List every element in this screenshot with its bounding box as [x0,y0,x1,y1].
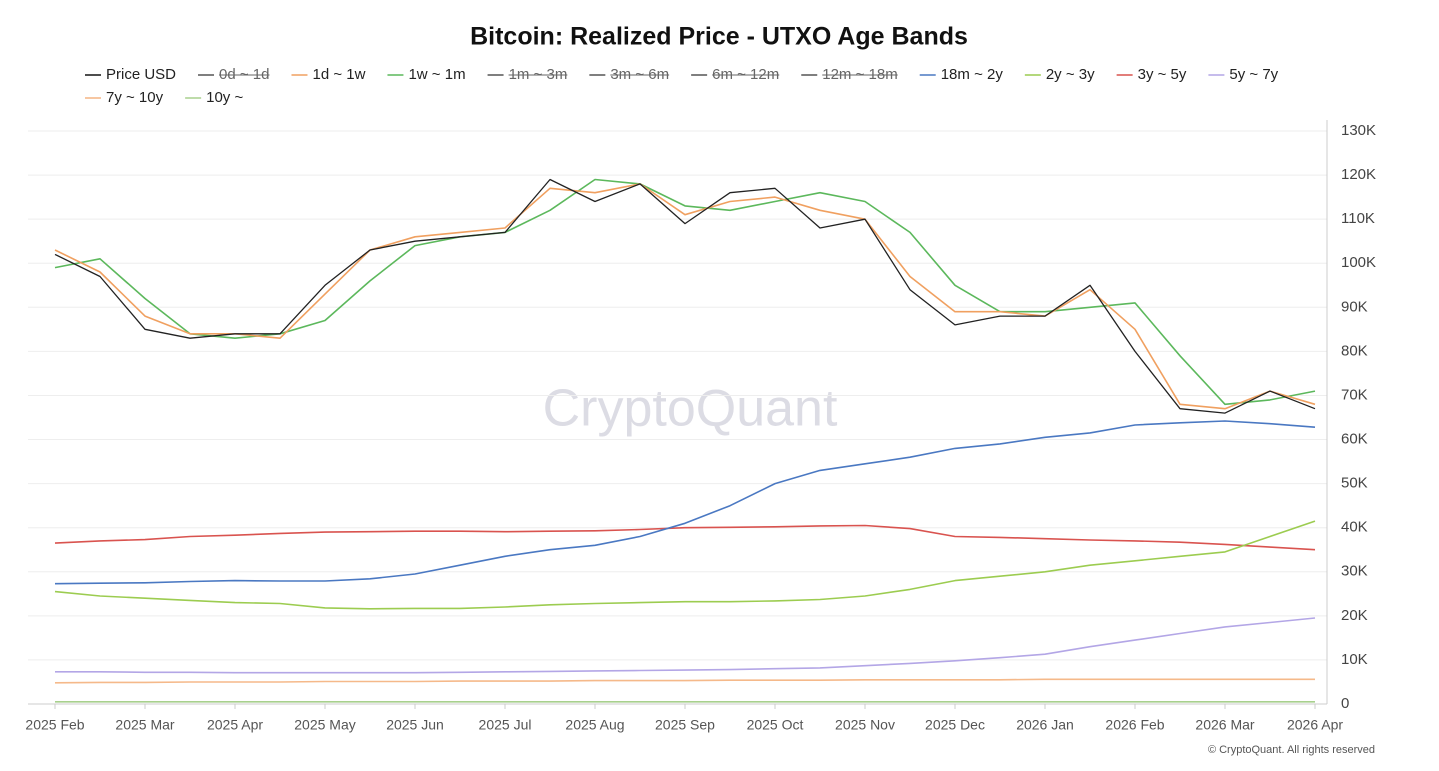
footer: © CryptoQuant. All rights reserved [1208,744,1375,756]
legend-label: 18m ~ 2y [941,66,1004,83]
legend-label: 5y ~ 7y [1229,66,1278,83]
x-tick-label: 2025 Sep [655,717,715,733]
legend-label: 3y ~ 5y [1138,66,1187,83]
legend-label: 1d ~ 1w [312,66,365,83]
legend-label: 1m ~ 3m [509,66,568,83]
legend-label: 10y ~ [206,89,243,106]
series-line [54,183,1316,410]
legend-item: 5y ~ 7y [1208,66,1279,83]
x-tick-label: 2025 Oct [747,717,804,733]
series-line [54,178,1316,414]
legend-label: Price USD [106,66,176,83]
legend-item: 2y ~ 3y [1024,66,1095,83]
legend-label: 6m ~ 12m [712,66,779,83]
y-tick-label: 70K [1341,386,1368,403]
x-tick-label: 2025 Jun [386,717,444,733]
series-line [54,678,1315,684]
legend-item: 1m ~ 3m [487,66,568,83]
legend-label: 0d ~ 1d [219,66,269,83]
x-tick-label: 2026 Mar [1195,717,1254,733]
legend-item: 1w ~ 1m [387,66,466,83]
legend-label: 3m ~ 6m [610,66,669,83]
x-tick-label: 2025 Nov [835,717,895,733]
y-tick-label: 0 [1341,695,1349,712]
y-tick-label: 50K [1341,475,1368,492]
x-tick-label: 2025 May [294,717,355,733]
legend-item: 10y ~ [185,89,243,106]
legend-label: 12m ~ 18m [822,66,897,83]
x-tick-label: 2025 Apr [207,717,263,733]
x-tick-label: 2025 Feb [25,717,84,733]
legend-item: 3m ~ 6m [589,66,670,83]
legend-label: 1w ~ 1m [408,66,465,83]
y-tick-label: 30K [1341,563,1368,580]
legend-item: 0d ~ 1d [198,66,270,83]
y-tick-label: 20K [1341,607,1368,624]
y-tick-label: 110K [1341,210,1375,227]
y-tick-label: 40K [1341,519,1368,536]
y-tick-label: 90K [1341,298,1368,315]
legend-label: 2y ~ 3y [1046,66,1095,83]
x-tick-label: 2025 Jul [479,717,532,733]
legend-item: 1d ~ 1w [291,66,366,83]
x-tick-label: 2025 Aug [565,717,624,733]
legend-item: 6m ~ 12m [691,66,780,83]
y-tick-label: 10K [1341,651,1368,668]
series-line [54,524,1316,551]
x-tick-label: 2026 Apr [1287,717,1343,733]
legend-label: 7y ~ 10y [106,89,164,106]
y-tick-label: 130K [1341,122,1376,139]
y-tick-label: 80K [1341,342,1368,359]
x-tick-label: 2026 Feb [1105,717,1164,733]
x-tick-label: 2025 Dec [925,717,985,733]
chart-title: Bitcoin: Realized Price - UTXO Age Bands [470,23,968,51]
legend-item: 3y ~ 5y [1116,66,1187,83]
y-tick-label: 60K [1341,431,1368,448]
legend-item: 18m ~ 2y [919,66,1004,83]
series-line [54,420,1316,585]
series-line [54,520,1316,610]
legend-item: 12m ~ 18m [801,66,898,83]
y-tick-label: 100K [1341,254,1376,271]
legend-item: Price USD [85,66,176,83]
legend-item: 7y ~ 10y [85,89,164,106]
series-line [55,617,1316,674]
y-tick-label: 120K [1341,166,1376,183]
x-tick-label: 2026 Jan [1016,717,1074,733]
series-line [54,178,1316,406]
watermark: CryptoQuant [543,380,838,438]
x-tick-label: 2025 Mar [115,717,174,733]
